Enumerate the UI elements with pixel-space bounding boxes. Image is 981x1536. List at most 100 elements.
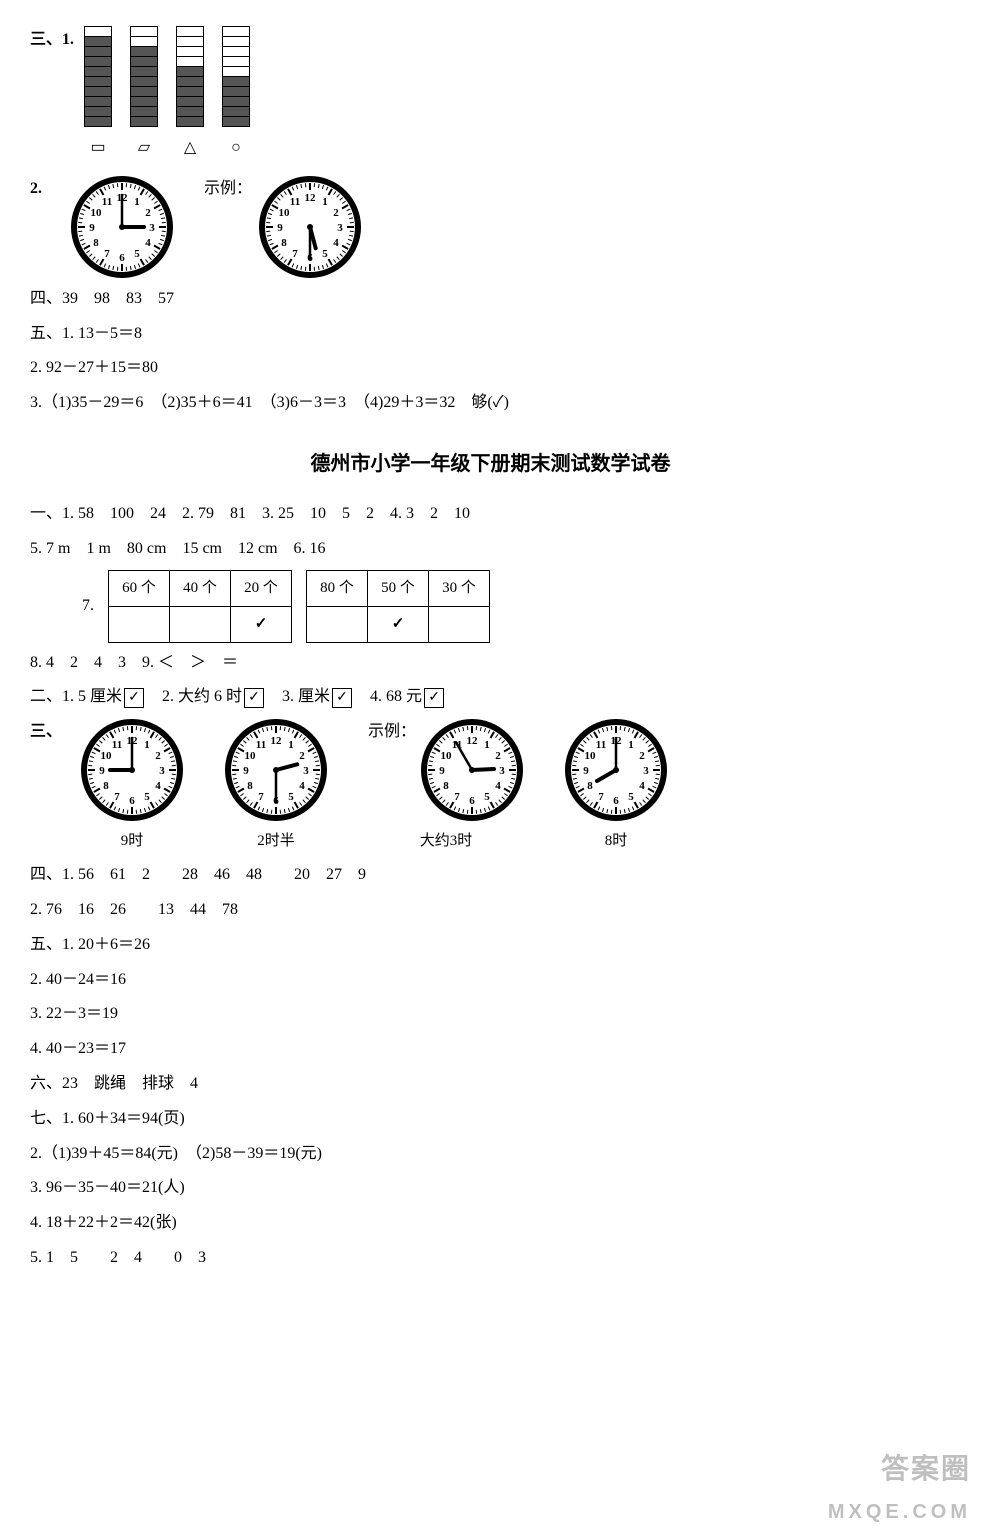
p2-s6: 六、23 跳绳 排球 4 <box>30 1070 951 1099</box>
table-header-cell: 60 个 <box>109 570 170 606</box>
svg-text:11: 11 <box>102 196 112 208</box>
svg-text:9: 9 <box>99 765 105 777</box>
svg-text:10: 10 <box>441 750 453 762</box>
svg-text:5: 5 <box>322 248 328 260</box>
svg-text:8: 8 <box>443 780 449 792</box>
p2-q5: 5. 7 m 1 m 80 cm 15 cm 12 cm 6. 16 <box>30 535 951 564</box>
svg-text:1: 1 <box>322 196 328 208</box>
p2-s4-1: 四、1. 56 61 2 28 46 48 20 27 9 <box>30 861 951 890</box>
bar-column: ▭ <box>84 26 112 163</box>
section-5-2: 2. 92－27＋15＝80 <box>30 354 951 383</box>
table-cell <box>307 606 368 642</box>
svg-text:9: 9 <box>89 222 95 234</box>
svg-text:9: 9 <box>439 765 445 777</box>
section-4-text: 四、39 98 83 57 <box>30 285 951 314</box>
svg-text:10: 10 <box>245 750 256 762</box>
p2-s7-2: 2.（1)39＋45＝84(元) （2)58－39＝19(元) <box>30 1140 951 1169</box>
bar-symbol: ▭ <box>90 134 105 163</box>
paper-title: 德州市小学一年级下册期末测试数学试卷 <box>30 446 951 482</box>
svg-text:6: 6 <box>119 252 125 264</box>
svg-text:5: 5 <box>134 248 140 260</box>
svg-text:8: 8 <box>587 780 593 792</box>
svg-text:2: 2 <box>299 750 305 762</box>
svg-text:5: 5 <box>484 791 490 803</box>
clock-item: 1234567891011122时半 <box>224 718 328 855</box>
table-cell <box>170 606 231 642</box>
svg-text:4: 4 <box>155 780 161 792</box>
svg-text:8: 8 <box>103 780 109 792</box>
table-1: 60 个40 个20 个✓ <box>108 570 292 643</box>
clock-icon: 123456789101112 <box>80 718 184 822</box>
svg-text:2: 2 <box>145 207 151 219</box>
table-header-cell: 80 个 <box>307 570 368 606</box>
svg-text:12: 12 <box>271 735 283 747</box>
bar-symbol: ○ <box>231 134 241 163</box>
clock-item: 1234567891011129时 <box>80 718 184 855</box>
watermark-line2: MXQE.COM <box>828 1494 971 1530</box>
table-cell <box>429 606 490 642</box>
svg-text:5: 5 <box>628 791 634 803</box>
p2-s5-3: 3. 22－3＝19 <box>30 1000 951 1029</box>
p2-s4-2: 2. 76 16 26 13 44 78 <box>30 896 951 925</box>
clock-icon: 123456789101112 <box>564 718 668 822</box>
svg-text:6: 6 <box>613 795 619 807</box>
svg-text:2: 2 <box>495 750 501 762</box>
svg-text:10: 10 <box>91 207 103 219</box>
svg-text:4: 4 <box>299 780 305 792</box>
bar-symbol: ▱ <box>138 134 150 163</box>
svg-text:3: 3 <box>337 222 343 234</box>
svg-text:2: 2 <box>639 750 645 762</box>
section-5-1: 五、1. 13－5＝8 <box>30 320 951 349</box>
table-header-cell: 40 个 <box>170 570 231 606</box>
svg-text:8: 8 <box>247 780 253 792</box>
p2-s7-3: 3. 96－35－40＝21(人) <box>30 1174 951 1203</box>
watermark: 答案圈 MXQE.COM <box>828 1444 971 1530</box>
check-icon: ✓ <box>424 688 444 708</box>
clock-icon: 123456789101112 <box>420 718 524 822</box>
p2-s5-2: 2. 40－24＝16 <box>30 966 951 995</box>
check-icon: ✓ <box>332 688 352 708</box>
svg-text:5: 5 <box>144 791 150 803</box>
svg-text:6: 6 <box>469 795 475 807</box>
svg-text:12: 12 <box>467 735 479 747</box>
svg-text:10: 10 <box>101 750 113 762</box>
svg-text:1: 1 <box>134 196 140 208</box>
bar-column: ○ <box>222 26 250 163</box>
svg-text:8: 8 <box>281 237 287 249</box>
p2-q8: 8. 4 2 4 3 9. ＜ ＞ ＝ <box>30 649 951 678</box>
clock-icon: 123456789101112 <box>224 718 328 822</box>
svg-text:11: 11 <box>290 196 300 208</box>
table-cell: ✓ <box>231 606 292 642</box>
svg-text:11: 11 <box>256 739 266 751</box>
item-2-label: 2. <box>30 175 60 204</box>
svg-text:7: 7 <box>454 791 460 803</box>
p2-s5-4: 4. 40－23＝17 <box>30 1035 951 1064</box>
svg-text:9: 9 <box>583 765 589 777</box>
check-icon: ✓ <box>244 688 264 708</box>
svg-text:1: 1 <box>484 739 490 751</box>
p2-section-3-label: 三、 <box>30 718 70 747</box>
svg-text:2: 2 <box>155 750 161 762</box>
table-header-cell: 50 个 <box>368 570 429 606</box>
clock-3-00: 123456789101112 <box>70 175 174 279</box>
table-cell <box>109 606 170 642</box>
watermark-line1: 答案圈 <box>828 1444 971 1494</box>
p2-s7-1: 七、1. 60＋34＝94(页) <box>30 1105 951 1134</box>
p2-s7-4: 4. 18＋22＋2＝42(张) <box>30 1209 951 1238</box>
svg-text:3: 3 <box>499 765 505 777</box>
section-3-label: 三、1. <box>30 26 74 55</box>
svg-text:1: 1 <box>288 739 294 751</box>
svg-text:11: 11 <box>596 739 606 751</box>
svg-text:6: 6 <box>129 795 135 807</box>
section-5-3: 3.（1)35－29＝6 （2)35＋6＝41 （3)6－3＝3 （4)29＋3… <box>30 389 951 418</box>
check-item: 二、1. 5 厘米✓ <box>30 688 144 705</box>
svg-text:12: 12 <box>305 192 317 204</box>
svg-text:9: 9 <box>277 222 283 234</box>
svg-text:4: 4 <box>495 780 501 792</box>
clock-5-30: 123456789101112 <box>258 175 362 279</box>
svg-text:5: 5 <box>288 791 294 803</box>
svg-text:7: 7 <box>114 791 120 803</box>
bar-column: △ <box>176 26 204 163</box>
svg-text:11: 11 <box>112 739 122 751</box>
svg-text:7: 7 <box>598 791 604 803</box>
